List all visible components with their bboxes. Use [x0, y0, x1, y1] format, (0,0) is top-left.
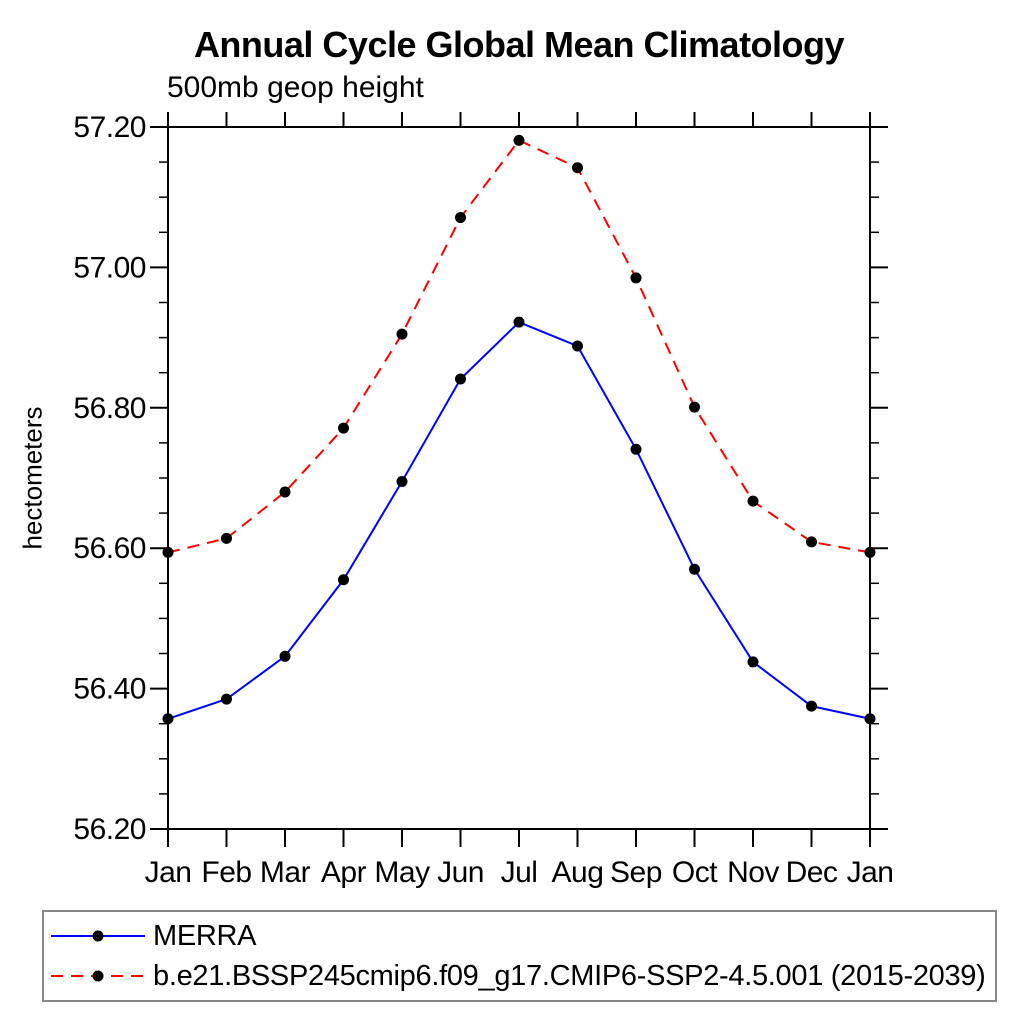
data-point-marker — [221, 532, 232, 544]
data-point-marker — [338, 422, 349, 434]
y-tick-label: 56.20 — [73, 813, 146, 846]
data-point-marker — [279, 650, 291, 662]
x-tick-label: Aug — [552, 856, 604, 889]
data-point-marker — [338, 574, 349, 586]
data-point-marker — [162, 546, 174, 558]
chart-subtitle: 500mb geop height — [167, 71, 424, 104]
x-tick-label: Sep — [610, 856, 662, 889]
x-tick-label: Oct — [672, 856, 718, 889]
x-tick-label: Apr — [321, 856, 367, 889]
data-point-marker — [630, 272, 642, 284]
data-point-marker — [689, 401, 700, 413]
legend-box: MERRA b.e21.BSSP245cmip6.f09_g17.CMIP6-S… — [42, 910, 997, 1002]
data-point-marker — [572, 340, 583, 352]
y-tick-label: 56.80 — [73, 392, 146, 425]
data-point-marker — [864, 713, 876, 725]
x-tick-label: Jul — [501, 856, 538, 889]
data-point-marker — [864, 546, 876, 558]
legend-entry-merra: MERRA — [44, 916, 995, 956]
y-tick-label: 57.00 — [73, 251, 146, 284]
data-point-marker — [689, 563, 700, 575]
x-tick-label: Dec — [786, 856, 838, 889]
x-tick-label: Feb — [201, 856, 251, 889]
data-point-marker — [806, 700, 817, 712]
axis-frame — [167, 126, 871, 830]
data-point-marker — [747, 656, 759, 668]
series-line-0 — [167, 320, 871, 720]
data-point-marker — [279, 486, 291, 498]
legend-entry-model: b.e21.BSSP245cmip6.f09_g17.CMIP6-SSP2-4.… — [44, 956, 995, 996]
data-point-marker — [572, 162, 583, 174]
data-point-marker — [806, 536, 817, 548]
data-point-marker — [455, 212, 466, 224]
data-point-marker — [396, 328, 408, 340]
data-point-marker — [513, 316, 525, 328]
data-point-marker — [747, 495, 759, 507]
x-tick-label: Nov — [727, 856, 779, 889]
data-point-marker — [513, 134, 525, 146]
legend-label-model: b.e21.BSSP245cmip6.f09_g17.CMIP6-SSP2-4.… — [153, 959, 986, 992]
data-point-marker — [396, 476, 408, 488]
data-point-marker — [630, 443, 642, 455]
chart-title: Annual Cycle Global Mean Climatology — [193, 24, 845, 65]
y-tick-label: 56.60 — [73, 532, 146, 565]
x-tick-label: May — [374, 856, 430, 889]
series-line-1 — [167, 139, 871, 554]
legend-line-dashed-icon — [51, 970, 145, 982]
x-tick-label: Mar — [260, 856, 311, 889]
data-point-marker — [162, 713, 174, 725]
legend-label-merra: MERRA — [153, 919, 257, 952]
y-tick-label: 57.20 — [73, 111, 146, 144]
x-tick-label: Jun — [437, 856, 484, 889]
legend-line-solid-icon — [51, 930, 145, 942]
y-tick-label: 56.40 — [73, 673, 146, 706]
data-point-marker — [455, 373, 466, 385]
data-point-marker — [221, 693, 232, 705]
x-tick-label: Jan — [145, 856, 192, 889]
x-tick-label: Jan — [847, 856, 894, 889]
